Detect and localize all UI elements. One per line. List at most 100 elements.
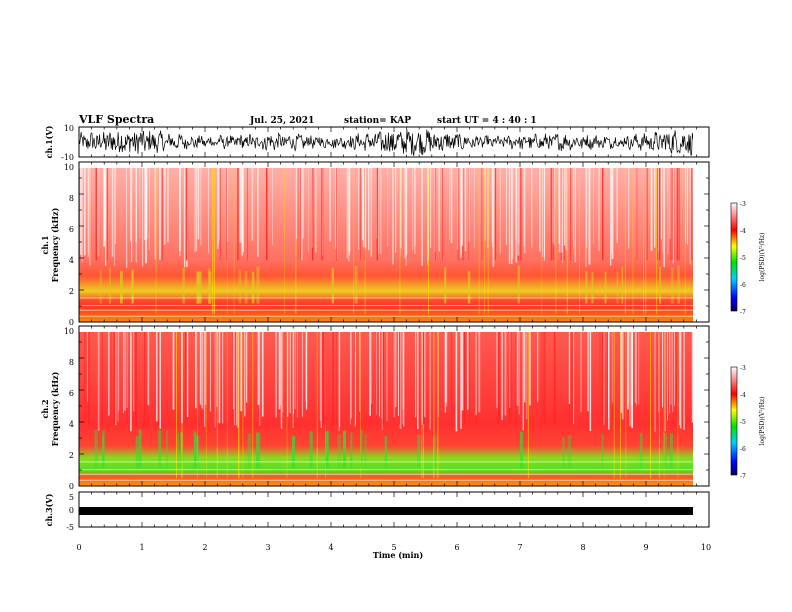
spectro-streak — [80, 168, 82, 255]
spectro-streak — [541, 168, 543, 315]
time-axis: 0 1 2 3 4 5 6 7 8 9 10 Time (min) — [76, 543, 711, 560]
spectro-streak — [399, 332, 402, 429]
spectro-streak — [240, 332, 243, 412]
spectro-streak — [691, 168, 693, 261]
ch3-waveform-trace — [79, 507, 693, 515]
spectro-streak — [242, 332, 244, 479]
spectro-streak — [496, 332, 498, 409]
spectro-streak — [214, 332, 216, 428]
spectro-streak — [542, 168, 544, 257]
spectro-streak — [683, 332, 685, 431]
spectro-streak — [206, 332, 207, 479]
spectro-streak — [376, 168, 378, 261]
spectro-streak — [166, 430, 169, 468]
spectro-streak — [204, 332, 207, 405]
spectro-streak — [678, 168, 680, 261]
spectro-streak — [280, 332, 282, 428]
spectro-streak — [671, 267, 674, 304]
spectro-streak — [511, 168, 514, 259]
spectro-streak — [393, 332, 395, 425]
cb1-label: log(PSD)(V²/Hz) — [759, 233, 766, 282]
spectro-streak — [114, 168, 115, 266]
spectro-streak — [473, 168, 475, 249]
spectro-streak — [669, 332, 670, 414]
spectro-streak — [237, 168, 239, 261]
spectro-streak — [570, 168, 572, 261]
spectro-streak — [484, 168, 485, 315]
ch2-spectrogram-panel: 10 8 6 4 2 0 ch.2 Frequency (kHz) — [40, 325, 710, 491]
spectro-streak — [460, 168, 462, 254]
spectro-streak — [196, 271, 199, 304]
spectro-streak — [154, 168, 157, 260]
spectro-streak — [669, 168, 671, 239]
time-axis-ticks — [78, 127, 710, 527]
spectro-streak — [457, 168, 459, 261]
spectro-streak — [261, 332, 264, 417]
spectro-streak — [660, 168, 662, 240]
spectro-streak — [239, 168, 242, 243]
spectro-streak — [654, 332, 656, 432]
spectro-streak — [395, 168, 397, 253]
spectro-streak — [593, 168, 594, 245]
ch2-spectrogram-yticks — [79, 325, 709, 487]
spectro-streak — [555, 168, 557, 315]
spectro-streak — [115, 168, 116, 244]
spectro-streak — [676, 168, 679, 261]
spectro-streak — [445, 332, 448, 403]
spectro-streak — [537, 332, 539, 402]
spectro-streak — [381, 332, 383, 430]
spectro-streak — [256, 432, 259, 468]
spectro-streak — [392, 168, 394, 265]
ch1-freq-tick-2: 2 — [69, 287, 74, 296]
spectro-streak — [672, 332, 674, 413]
spectro-streak — [561, 168, 563, 253]
spectro-streak — [541, 332, 543, 425]
ch1-freq-tick-6: 6 — [69, 225, 74, 234]
cb1-tick-m4: -4 — [740, 228, 746, 235]
spectro-streak — [478, 332, 481, 413]
spectro-streak — [219, 168, 221, 240]
spectro-streak — [527, 332, 529, 479]
spectro-streak — [646, 168, 648, 261]
spectro-streak — [296, 168, 297, 239]
spectro-streak — [625, 332, 627, 479]
spectro-streak — [498, 332, 500, 425]
spectro-streak — [650, 168, 653, 251]
spectro-streak — [406, 168, 408, 255]
spectro-streak — [94, 430, 98, 468]
spectro-streak — [294, 332, 296, 410]
spectro-streak — [585, 271, 588, 304]
spectro-streak — [417, 435, 421, 468]
spectro-streak — [588, 168, 589, 265]
ch1-waveform-line — [79, 129, 693, 156]
spectro-streak — [402, 332, 404, 410]
spectro-streak — [603, 332, 605, 425]
spectro-band-line — [79, 315, 693, 317]
spectro-streak — [636, 332, 638, 406]
spectro-streak — [315, 168, 317, 253]
spectro-streak — [335, 168, 337, 249]
spectro-streak — [135, 436, 139, 468]
spectro-band-line — [79, 479, 693, 481]
spectro-streak — [256, 266, 260, 304]
spectro-streak — [216, 332, 218, 479]
spectro-streak — [520, 431, 524, 468]
spectro-band-line — [79, 309, 693, 311]
spectro-streak — [612, 332, 613, 403]
spectro-streak — [467, 270, 471, 304]
spectro-streak — [672, 168, 674, 264]
spectro-streak — [199, 332, 202, 405]
xtick-2: 2 — [202, 543, 207, 552]
spectro-streak — [422, 332, 425, 425]
spectro-streak — [244, 271, 248, 304]
spectro-streak — [362, 168, 364, 241]
spectro-streak — [404, 168, 407, 259]
spectro-streak — [181, 332, 183, 424]
ch1-colorbar: -3 -4 -5 -6 -7 log(PSD)(V²/Hz) — [730, 201, 766, 316]
spectro-streak — [386, 332, 388, 422]
spectro-streak — [602, 168, 604, 261]
spectro-streak — [325, 332, 327, 425]
spectro-streak — [543, 168, 545, 261]
spectro-streak — [208, 168, 209, 254]
spectro-streak — [272, 168, 273, 245]
